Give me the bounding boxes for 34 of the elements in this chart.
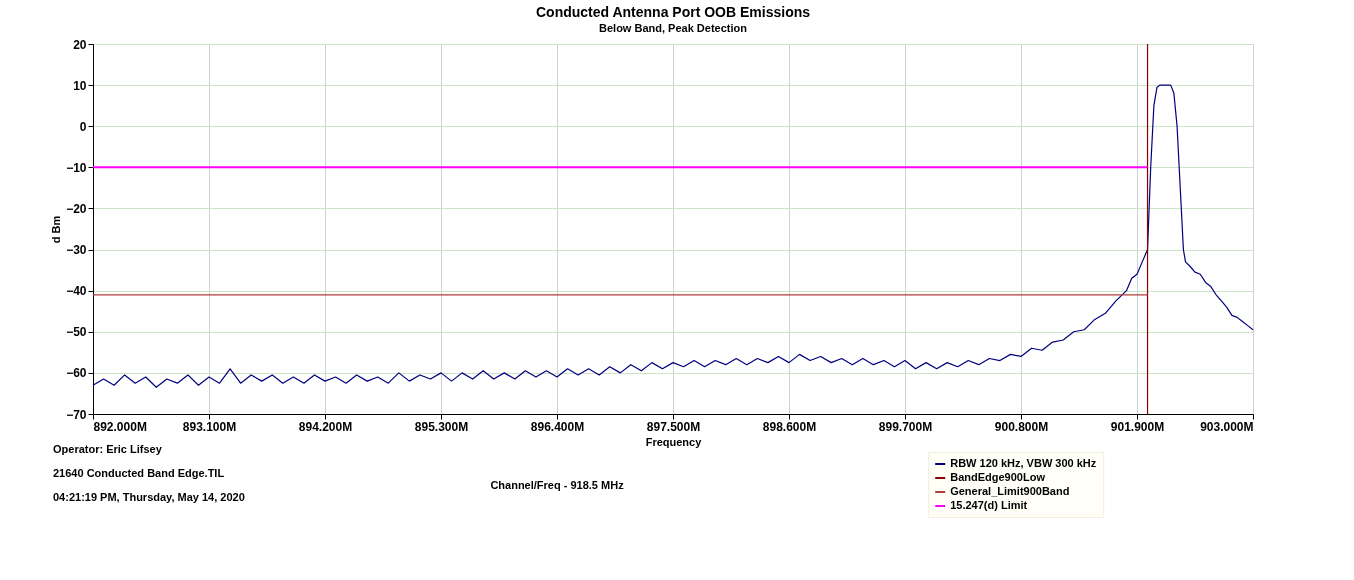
x-axis-title: Frequency bbox=[645, 435, 703, 448]
text: 21640 Conducted Band Edge.TIL bbox=[53, 467, 225, 479]
y-tick-label: −70 bbox=[66, 407, 87, 422]
chart-subtitle: Below Band, Peak Detection bbox=[599, 22, 748, 34]
chart-title: Conducted Antenna Port OOB Emissions bbox=[535, 4, 811, 20]
legend-label: 15.247(d) Limit bbox=[950, 499, 1028, 511]
x-tick-label: 894.200M bbox=[298, 419, 353, 434]
y-tick-label: 20 bbox=[73, 37, 87, 52]
x-tick-label: 895.300M bbox=[414, 419, 469, 434]
x-tick-label: 903.000M bbox=[1200, 419, 1254, 434]
x-tick-label: 901.900M bbox=[1110, 419, 1165, 434]
x-tick-label: 900.800M bbox=[994, 419, 1049, 434]
line-series bbox=[92, 84, 1254, 388]
y-tick-label: −60 bbox=[66, 366, 87, 381]
x-tick-label: 893.100M bbox=[182, 419, 237, 434]
y-tick-label: 10 bbox=[73, 78, 87, 93]
legend-label: BandEdge900Low bbox=[950, 471, 1046, 483]
text: Channel/Freq - 918.5 MHz bbox=[490, 479, 625, 491]
y-tick-label: −10 bbox=[66, 160, 87, 175]
y-tick-label: −40 bbox=[66, 284, 87, 299]
y-tick-label: 0 bbox=[79, 119, 87, 134]
x-tick-label: 898.600M bbox=[762, 419, 817, 434]
legend-label: General_Limit900Band bbox=[950, 485, 1070, 497]
y-tick-label: −50 bbox=[66, 325, 87, 340]
y-axis-title: d Bm bbox=[50, 215, 63, 244]
text: Operator: Eric Lifsey bbox=[53, 443, 163, 455]
text: 04:21:19 PM, Thursday, May 14, 2020 bbox=[53, 491, 245, 503]
x-tick-label: 896.400M bbox=[530, 419, 585, 434]
x-tick-label: 892.000M bbox=[93, 419, 147, 434]
y-tick-label: −30 bbox=[66, 243, 87, 258]
legend-label: RBW 120 kHz, VBW 300 kHz bbox=[950, 457, 1097, 469]
x-tick-label: 897.500M bbox=[646, 419, 701, 434]
x-tick-label: 899.700M bbox=[878, 419, 933, 434]
y-tick-label: −20 bbox=[66, 201, 87, 216]
